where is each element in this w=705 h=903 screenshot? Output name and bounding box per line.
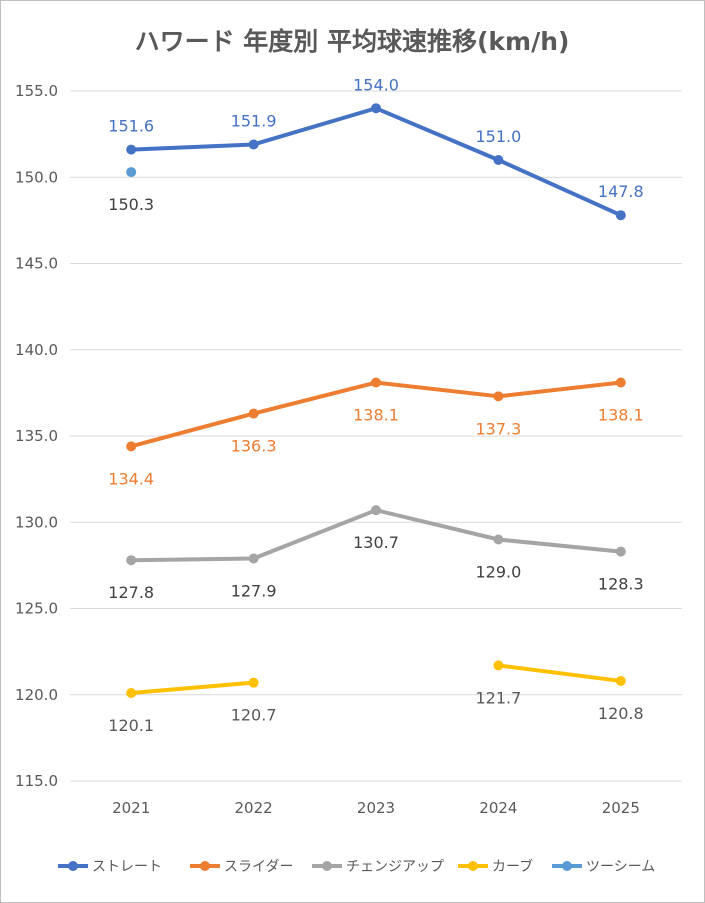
legend: ストレート スライダー チェンジアップ カーブ ツーシーム [58,858,655,875]
data-point [371,103,381,114]
data-point [371,505,381,516]
data-label: 137.3 [475,419,521,438]
data-label: 129.0 [475,563,521,582]
data-point [493,391,504,402]
x-axis-labels: 2021 2022 2023 2024 2025 [112,799,640,817]
legend-label: ツーシーム [586,859,655,875]
legend-item: ツーシーム [552,859,655,875]
data-label: 151.9 [231,111,277,130]
data-label: 138.1 [353,406,399,425]
y-axis-labels: 115.0 120.0 125.0 130.0 135.0 140.0 145.0 150.0… [15,82,58,790]
chart-title: ハワード 年度別 平均球速推移(km/h) [135,27,570,56]
data-label: 128.3 [598,575,644,594]
legend-label: ストレート [92,859,162,875]
data-point [126,555,137,566]
legend-item: カーブ [458,858,533,875]
data-label: 120.7 [231,706,277,725]
data-point [248,677,259,688]
data-label: 120.8 [598,704,644,723]
legend-swatch-marker [468,861,478,871]
data-label: 154.0 [353,75,399,94]
data-labels-layer: 151.6 151.9 154.0 151.0 147.8 134.4 136.3 138.1… [108,75,643,735]
data-point [615,377,626,388]
data-point [126,144,137,155]
series-4 [126,167,137,178]
data-point [615,546,626,557]
y-tick-label: 145.0 [15,255,58,273]
data-label: 127.9 [231,581,277,600]
data-label: 130.7 [353,533,399,552]
y-tick-label: 130.0 [15,513,58,531]
legend-item: スライダー [190,859,293,875]
x-tick-label: 2021 [112,799,150,817]
y-tick-label: 115.0 [15,772,58,790]
data-point [248,408,259,419]
series-3 [126,660,626,699]
x-tick-label: 2024 [479,799,517,817]
x-tick-label: 2025 [602,799,640,817]
legend-swatch-marker [200,861,210,871]
legend-label: カーブ [492,858,533,875]
y-tick-label: 155.0 [15,82,58,100]
legend-label: スライダー [224,859,293,875]
series-line [129,106,623,218]
series-0 [126,103,626,221]
data-label: 134.4 [108,469,154,488]
data-label: 127.8 [108,583,154,602]
y-tick-label: 135.0 [15,427,58,445]
data-label: 136.3 [231,437,277,456]
series-2 [126,505,626,566]
legend-swatch-marker [322,861,332,871]
y-tick-label: 125.0 [15,600,58,618]
legend-item: チェンジアップ [312,859,444,875]
data-label: 151.0 [475,127,521,146]
legend-swatch-marker [562,861,572,871]
x-tick-label: 2022 [235,799,273,817]
legend-item: ストレート [58,859,162,875]
data-label: 150.3 [108,195,154,214]
data-label: 138.1 [598,406,644,425]
series-line [129,680,256,696]
legend-label: チェンジアップ [346,859,444,875]
data-point [248,139,259,150]
y-tick-label: 120.0 [15,686,58,704]
data-point [493,660,504,671]
data-point [126,441,137,452]
y-tick-label: 150.0 [15,168,58,186]
x-tick-label: 2023 [357,799,395,817]
data-point [493,534,504,545]
data-label: 151.6 [108,117,154,136]
series-1 [126,377,626,452]
data-label: 120.1 [108,716,154,735]
series-line [496,663,623,683]
gridlines [70,90,682,782]
data-point [615,210,626,221]
data-point [126,167,137,178]
data-point [371,377,381,388]
data-point [126,688,137,699]
data-label: 147.8 [598,182,644,201]
data-point [493,155,504,165]
series-layer [126,103,626,699]
legend-swatch-marker [68,861,78,871]
data-point [248,553,259,564]
data-point [615,675,626,686]
y-tick-label: 140.0 [15,341,58,359]
data-label: 121.7 [475,688,521,707]
